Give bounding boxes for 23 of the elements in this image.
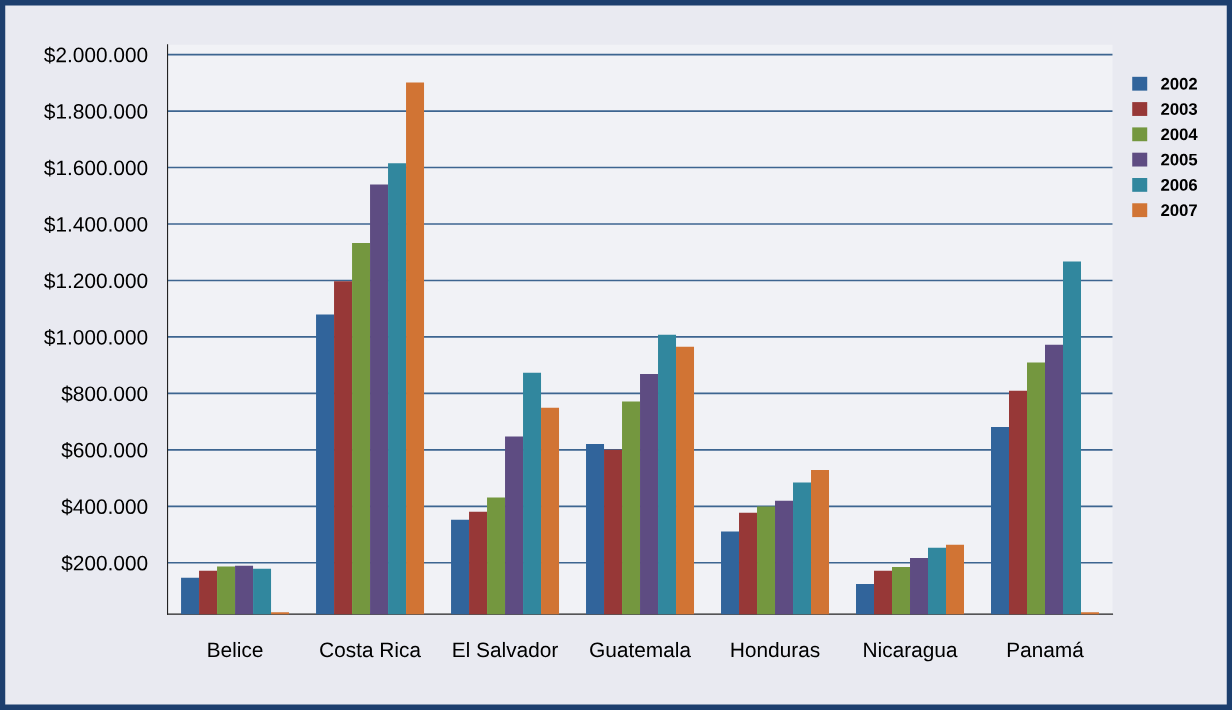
y-tick-label: $1.400.000 [44,216,148,233]
y-tick-label: $800.000 [61,385,148,403]
x-tick-label: El Salvador [453,641,558,658]
y-tick-label: $600.000 [61,441,148,459]
x-tick-label: Guatemala [590,641,691,658]
legend-label: 2006 [1161,179,1198,191]
y-tick-label: $1.000.000 [44,329,148,346]
legend-label: 2002 [1161,77,1197,90]
legend-label: 2004 [1161,128,1198,141]
x-tick-label: Nicaragua [864,641,958,662]
x-tick-label: Belice [208,641,263,658]
y-tick-label: $200.000 [61,554,148,572]
y-tick-label: $400.000 [61,498,148,516]
y-tick-label: $2.000.000 [44,46,148,64]
y-tick-label: $1.200.000 [44,272,148,290]
x-tick-label: Panamá [1007,641,1084,658]
legend-label: 2005 [1161,153,1198,166]
legend-label: 2003 [1161,103,1198,115]
legend-label: 2007 [1161,204,1197,217]
x-tick-label: Honduras [731,641,820,658]
y-tick-label: $1.600.000 [44,159,148,177]
y-tick-label: $1.800.000 [44,103,148,121]
x-tick-label: Costa Rica [320,641,421,658]
